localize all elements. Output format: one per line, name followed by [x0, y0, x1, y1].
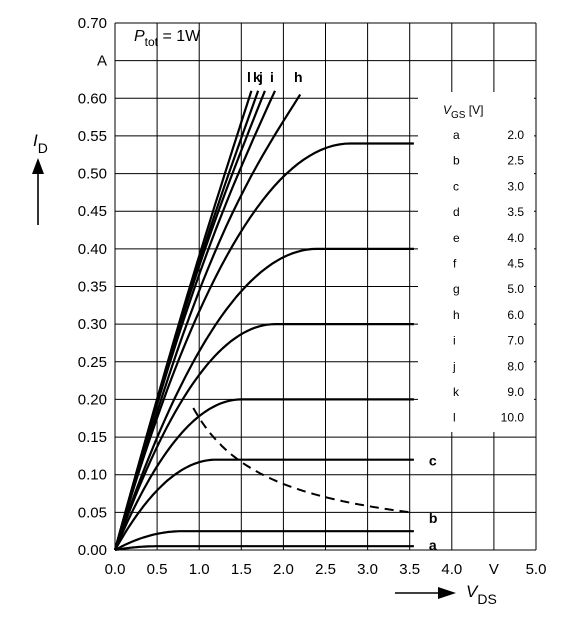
legend-value: 3.5 — [507, 205, 524, 219]
legend-letter: l — [453, 411, 456, 425]
legend-letter: a — [453, 128, 460, 142]
legend-value: 8.0 — [507, 359, 524, 373]
curve-d — [113, 398, 414, 551]
tick-labels: 0.0 0.5 1.0 1.5 2.0 2.5 3.0 3.5 4.0 5.0 0.00 0.05 0.… — [78, 15, 547, 578]
y-tick-label: 0.55 — [78, 128, 107, 145]
y-tick-label: 0.45 — [78, 203, 107, 220]
legend-letter: i — [453, 334, 456, 348]
curve-label-i: i — [270, 69, 274, 85]
x-tick-label: 0.0 — [105, 561, 126, 578]
svg-text:Ptot = 1W: Ptot = 1W — [134, 28, 201, 49]
curve-e — [113, 323, 414, 551]
legend-letter: c — [453, 179, 459, 193]
y-tick-label: 0.20 — [78, 391, 107, 408]
curve-label-l: l — [247, 69, 251, 85]
y-unit-label: A — [97, 53, 107, 70]
x-axis-arrow — [395, 587, 456, 599]
x-unit-label: V — [489, 561, 499, 578]
ptot-label: Ptot = 1W — [134, 28, 201, 49]
x-tick-label: 2.5 — [315, 561, 336, 578]
legend-header: VGS [V] — [443, 103, 483, 121]
ptot-hyperbola — [192, 407, 413, 514]
y-tick-label: 0.70 — [78, 15, 107, 32]
curve-b — [114, 530, 414, 551]
legend-letter: e — [453, 231, 460, 245]
x-tick-label: 2.0 — [273, 561, 294, 578]
legend-value: 4.0 — [507, 231, 524, 245]
svg-text:VDS: VDS — [466, 582, 497, 607]
legend-letter: f — [453, 257, 457, 271]
y-tick-label: 0.40 — [78, 241, 107, 258]
y-tick-label: 0.25 — [78, 354, 107, 371]
curve-label-a: a — [429, 537, 437, 553]
legend-letter: j — [452, 359, 456, 373]
y-tick-label: 0.30 — [78, 316, 107, 333]
y-tick-label: 0.50 — [78, 166, 107, 183]
legend-letter: g — [453, 282, 460, 296]
curve-label-b: b — [429, 510, 438, 526]
curve-j — [113, 90, 266, 551]
legend-letter: k — [453, 385, 460, 399]
y-tick-label: 0.60 — [78, 90, 107, 107]
curve-label-h: h — [294, 69, 303, 85]
y-axis-arrow — [32, 158, 44, 225]
curve-label-j: j — [258, 69, 263, 85]
y-tick-label: 0.10 — [78, 467, 107, 484]
y-tick-label: 0.00 — [78, 542, 107, 559]
svg-text:ID: ID — [33, 131, 48, 156]
legend-value: 9.0 — [507, 385, 524, 399]
x-tick-label: 0.5 — [147, 561, 168, 578]
legend-value: 7.0 — [507, 334, 524, 348]
curve-f — [113, 247, 414, 551]
legend-value: 2.5 — [507, 154, 524, 168]
y-axis-title: ID — [33, 131, 48, 156]
curve-g — [113, 142, 414, 551]
curve-a — [114, 545, 414, 552]
curve-h — [113, 93, 302, 551]
curve-label-c: c — [429, 453, 437, 469]
curves: gfedcbalkjih — [113, 69, 438, 553]
y-tick-label: 0.15 — [78, 429, 107, 446]
legend-value: 3.0 — [507, 179, 524, 193]
curve-label-k: k — [253, 69, 261, 85]
x-tick-label: 1.0 — [189, 561, 210, 578]
legend-value: 6.0 — [507, 308, 524, 322]
legend-value: 5.0 — [507, 282, 524, 296]
x-tick-label: 3.0 — [357, 561, 378, 578]
x-tick-label: 1.5 — [231, 561, 252, 578]
x-axis-title: VDS — [466, 582, 497, 607]
x-tick-label: 4.0 — [441, 561, 462, 578]
x-tick-label: 3.5 — [399, 561, 420, 578]
curve-c — [114, 458, 414, 551]
legend-letter: d — [453, 205, 460, 219]
legend-background — [418, 92, 534, 432]
legend-value: 10.0 — [501, 411, 525, 425]
legend-value: 2.0 — [507, 128, 524, 142]
curve-l — [113, 90, 253, 551]
y-tick-label: 0.35 — [78, 279, 107, 296]
legend-letter: b — [453, 154, 460, 168]
legend-value: 4.5 — [507, 257, 524, 271]
legend-letter: h — [453, 308, 460, 322]
x-tick-label: 5.0 — [526, 561, 547, 578]
legend: VGS [V] a 2.0 b 2.5 c 3.0 d 3.5 e 4.0 f 4.5 g 5.0 h 6.0 i… — [418, 92, 534, 432]
y-tick-label: 0.05 — [78, 504, 107, 521]
